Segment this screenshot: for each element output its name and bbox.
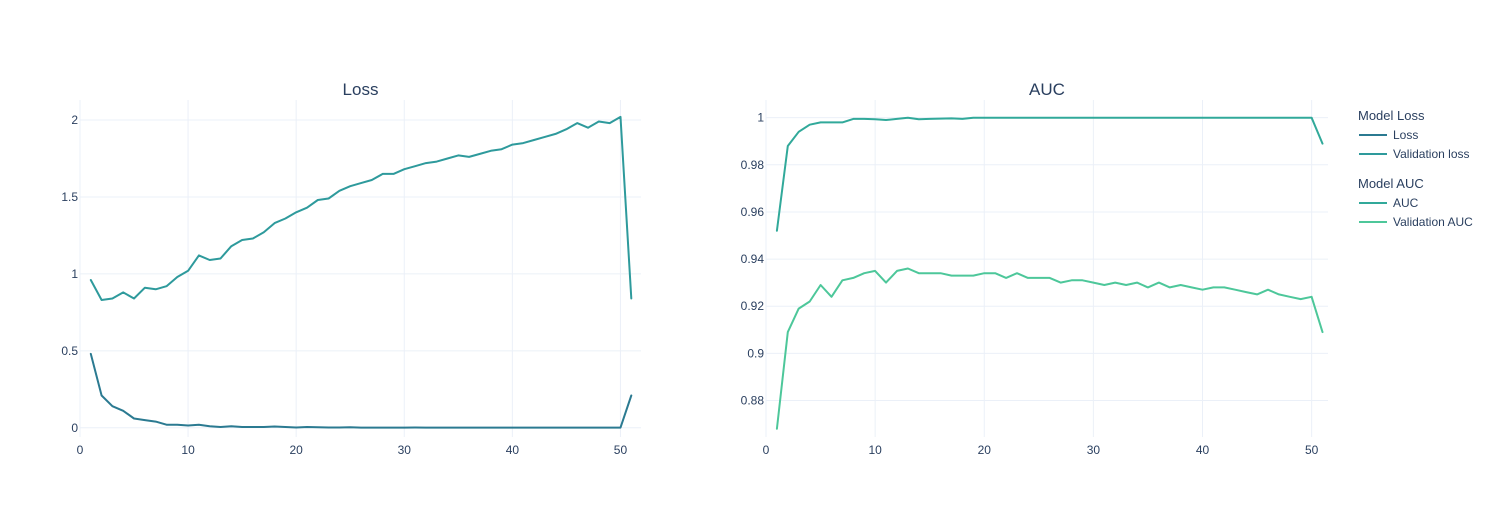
loss-y-tick-label: 1.5 [61,190,78,204]
loss-x-tick-label: 40 [506,443,520,457]
legend-item-label[interactable]: Validation AUC [1393,215,1473,229]
legend-item-label[interactable]: Validation loss [1393,147,1470,161]
auc-y-tick-label: 0.88 [741,393,765,407]
auc-x-tick-label: 40 [1196,443,1210,457]
auc-y-tick-label: 1 [757,111,764,125]
loss-x-tick-label: 10 [181,443,195,457]
loss-subplot: Loss 0 10 20 30 40 50 0 0.5 1 1.5 2 [61,80,641,457]
auc-series-line-validation-auc[interactable] [775,267,1324,430]
legend-group-title: Model Loss [1358,108,1425,123]
loss-y-tick-label: 0 [71,421,78,435]
auc-y-tick-label: 0.98 [741,158,765,172]
loss-y-tick-label: 2 [71,113,78,127]
loss-y-tick-label: 1 [71,267,78,281]
auc-y-tick-label: 0.96 [741,205,765,219]
loss-x-tick-label: 0 [77,443,84,457]
legend[interactable]: Model Loss Loss Validation loss Model AUC AU… [1358,108,1473,229]
auc-y-tick-label: 0.94 [741,252,765,266]
auc-x-tick-label: 30 [1087,443,1101,457]
auc-x-tick-label: 50 [1305,443,1319,457]
auc-x-tick-label: 20 [978,443,992,457]
loss-series-line-loss[interactable] [89,352,633,429]
auc-subplot: AUC 0 10 20 30 40 50 0.88 0.9 0.92 0.94 0.96 0.98 1 [741,80,1328,457]
loss-series-line-validation-loss[interactable] [89,115,633,301]
legend-group-title: Model AUC [1358,176,1424,191]
auc-series-line-auc[interactable] [775,116,1324,232]
loss-y-tick-label: 0.5 [61,344,78,358]
legend-item-label[interactable]: AUC [1393,196,1419,210]
loss-x-tick-label: 20 [290,443,304,457]
auc-y-tick-label: 0.92 [741,299,765,313]
loss-chart-title: Loss [343,80,379,99]
loss-x-tick-label: 50 [614,443,628,457]
legend-item-label[interactable]: Loss [1393,128,1418,142]
loss-x-tick-label: 30 [398,443,412,457]
auc-x-tick-label: 10 [868,443,882,457]
auc-chart-title: AUC [1029,80,1065,99]
auc-x-tick-label: 0 [763,443,770,457]
auc-y-tick-label: 0.9 [747,346,764,360]
